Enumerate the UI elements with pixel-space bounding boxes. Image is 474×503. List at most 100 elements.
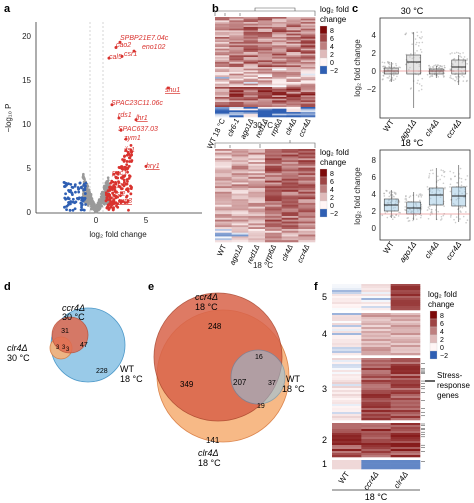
cluster-label: 3	[322, 384, 327, 394]
heatmap-cell	[265, 221, 282, 224]
heatmap-cell	[215, 47, 230, 49]
volcano-point	[118, 194, 122, 198]
jitter-point	[459, 167, 462, 170]
jitter-point	[405, 32, 408, 35]
heatmap-cell	[361, 304, 391, 307]
heatmap-cell	[300, 110, 316, 113]
heatmap-cell	[300, 97, 316, 99]
heatmap-cell	[231, 212, 249, 215]
heatmap-cell	[332, 306, 362, 309]
heatmap-cell	[286, 32, 302, 34]
jitter-point	[449, 75, 452, 77]
heatmap-cell	[298, 182, 316, 185]
temp-label: 18 °C	[253, 261, 273, 270]
heatmap-cell	[332, 400, 362, 403]
heatmap-f: 5 4 3 2 1 WT ccr4Δ clr4Δ 18 °C Stress- respons…	[322, 284, 470, 502]
heatmap-cell	[231, 204, 249, 207]
y-tick: 8	[372, 156, 377, 165]
jitter-point	[465, 211, 467, 213]
volcano-point	[73, 207, 77, 211]
volcano-point	[129, 184, 132, 188]
heatmap-cell	[298, 219, 316, 222]
heatmap-cell	[215, 232, 232, 235]
jitter-point	[459, 206, 462, 209]
heatmap-cell	[286, 35, 302, 38]
heatmap-cell	[361, 455, 391, 458]
jitter-point	[457, 208, 459, 211]
heatmap-cell	[231, 169, 249, 172]
jitter-point	[420, 196, 423, 198]
volcano-point	[116, 172, 120, 176]
heatmap-cell	[229, 112, 244, 114]
heatmap-cell	[332, 364, 362, 367]
heatmap-cell	[281, 173, 299, 176]
heatmap-cell	[298, 169, 316, 172]
heatmap-cell	[361, 345, 391, 348]
heatmap-cell	[231, 236, 249, 239]
heatmap-cell	[281, 206, 299, 209]
heatmap-cell	[298, 210, 316, 213]
jitter-point	[392, 79, 395, 82]
heatmap-cell	[229, 88, 244, 91]
set-temp: 18 °C	[120, 374, 143, 384]
heatmap-cell	[332, 351, 362, 354]
heatmap-cell	[286, 60, 302, 63]
heatmap-cell	[390, 284, 421, 287]
x-tick-0: 0	[94, 216, 99, 225]
heatmap-cell	[361, 300, 391, 303]
jitter-point	[420, 214, 423, 217]
jitter-point	[444, 66, 446, 69]
heatmap-cell	[231, 188, 249, 191]
jitter-point	[453, 218, 455, 221]
heatmap-cell	[361, 286, 391, 289]
heatmap-cell	[265, 227, 282, 230]
heatmap-cell	[215, 22, 230, 24]
heatmap-cell	[332, 461, 362, 464]
venn-count: 141	[206, 436, 220, 445]
heatmap-cell	[215, 55, 230, 58]
heatmap-cell	[243, 63, 259, 66]
jitter-point	[415, 194, 418, 196]
heatmap-cell	[300, 53, 316, 56]
heatmap-cell	[265, 217, 282, 220]
heatmap-cell	[215, 27, 230, 29]
heatmap-cell	[231, 201, 249, 204]
heatmap-cell	[332, 423, 362, 426]
legend-title: change	[428, 300, 455, 309]
heatmap-cell	[286, 85, 302, 88]
jitter-point	[416, 31, 418, 34]
legend-swatch	[429, 342, 438, 352]
volcano-point	[121, 168, 125, 171]
legend-tick: −2	[330, 68, 338, 75]
heatmap-cell	[215, 154, 232, 157]
heatmap-cell	[257, 77, 273, 79]
jitter-point	[393, 74, 395, 77]
heatmap-cell	[231, 199, 249, 202]
box	[406, 54, 422, 75]
heatmap-cell	[257, 30, 273, 33]
heatmap-cell	[229, 17, 244, 19]
heatmap-cell	[298, 204, 316, 207]
heatmap-cell	[272, 33, 287, 36]
heatmap-cell	[286, 95, 302, 98]
heatmap-cell	[215, 208, 232, 211]
heatmap-cell	[286, 40, 302, 43]
heatmap-cell	[229, 72, 244, 74]
heatmap-cell	[265, 158, 282, 161]
heatmap-cell	[248, 212, 266, 215]
legend-tick: 6	[330, 179, 334, 186]
heatmap-cell	[265, 197, 282, 200]
heatmap-cell	[215, 75, 230, 78]
heatmap-cell	[286, 87, 302, 89]
category-label: ccr4Δ	[444, 240, 463, 262]
heatmap-cell	[361, 378, 391, 381]
heatmap-cell	[215, 182, 232, 185]
heatmap-cell	[272, 62, 287, 64]
heatmap-cell	[243, 75, 259, 78]
heatmap-cell	[215, 35, 230, 38]
heatmap-cell	[272, 108, 287, 111]
heatmap-cell	[390, 341, 421, 344]
heatmap-cell	[215, 236, 232, 239]
